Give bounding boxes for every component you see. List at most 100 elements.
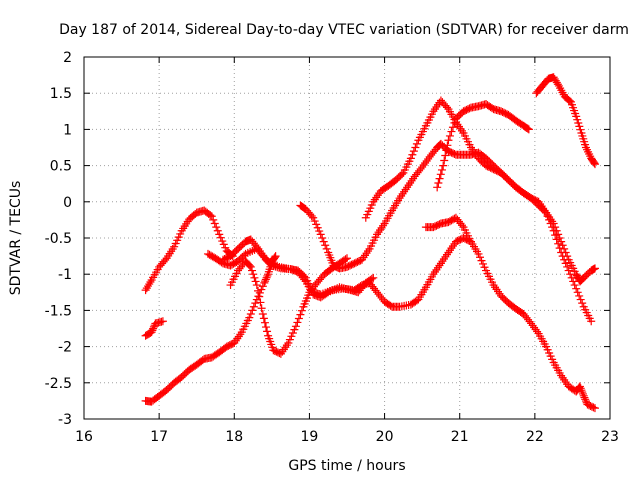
data-point [563,262,572,271]
data-point [310,217,319,226]
data-point [546,219,555,228]
data-point [567,273,576,282]
grid-layer [84,57,610,419]
y-tick-label: -0.5 [45,231,72,247]
data-point [441,151,450,160]
data-point [315,227,324,236]
series-track-1 [141,206,237,295]
data-point [221,243,230,252]
data-point [252,281,261,290]
data-point [480,263,489,272]
data-point [560,255,569,264]
y-tick-label: 1 [63,122,72,138]
data-point [447,127,456,136]
series-track-11 [532,73,599,169]
x-tick-label: 16 [75,429,93,445]
data-point [443,141,452,150]
data-point [448,123,457,132]
y-axis-label: SDTVAR / TECUs [8,181,24,296]
data-point [343,254,351,263]
data-point [531,325,540,334]
data-point [574,119,583,128]
data-point [566,270,575,279]
data-point [257,304,266,313]
data-point [548,223,557,232]
data-point [576,295,585,304]
data-point [255,288,264,297]
data-point [572,284,581,293]
data-point [263,271,272,280]
data-point [436,170,445,179]
data-point [260,318,269,327]
series-track-8 [361,96,596,326]
data-point [419,161,428,170]
data-point [251,299,260,308]
data-point [290,325,299,334]
data-point [564,266,573,275]
data-point [530,323,539,332]
data-point [250,273,259,282]
data-point [161,256,170,265]
data-point [551,231,560,240]
y-tick-label: -3 [58,412,72,428]
data-point [406,154,415,163]
data-point [215,230,224,239]
data-point [575,382,584,391]
data-point [248,306,257,315]
data-point [313,223,322,232]
data-point [149,324,158,333]
data-point [589,403,598,412]
data-point [213,226,222,235]
data-point [249,302,258,311]
data-point [294,314,303,323]
data-point [316,230,325,239]
data-point [570,281,579,290]
data-point [549,226,558,235]
data-point [259,314,268,323]
data-point [409,147,418,156]
data-point [433,183,442,192]
data-point [569,277,578,286]
data-point [296,310,305,319]
data-point [590,160,599,169]
data-point [578,299,587,308]
y-tick-label: 2 [63,50,72,66]
data-point [271,252,280,261]
data-point [322,244,331,253]
data-point [418,163,427,172]
data-point [287,332,296,341]
data-point [576,125,585,134]
data-point [207,212,216,221]
y-tick-label: -1 [58,267,72,283]
data-point [397,170,406,179]
data-point [245,313,254,322]
data-point [587,317,596,326]
series-track-2 [141,317,167,340]
data-point [219,240,228,249]
y-tick-label: 0.5 [50,159,72,175]
series-track-9 [433,100,533,192]
data-point [573,288,582,297]
data-point [369,273,378,282]
data-point [312,220,321,229]
data-point [262,273,271,282]
data-point [477,256,486,265]
data-point [581,395,590,404]
data-point [257,285,266,294]
y-tick-label: 0 [63,195,72,211]
data-point [341,255,350,264]
x-tick-label: 21 [451,429,469,445]
y-tick-label: -2 [58,340,72,356]
data-point [209,215,218,224]
x-tick-label: 23 [601,429,619,445]
data-point [527,319,536,328]
data-point [212,223,221,232]
data-point [148,326,157,335]
data-point [322,289,331,298]
data-point [158,317,167,326]
y-tick-label: 1.5 [50,86,72,102]
data-point [255,292,264,301]
data-point [528,321,537,330]
data-point [578,388,587,397]
data-point [558,252,567,261]
